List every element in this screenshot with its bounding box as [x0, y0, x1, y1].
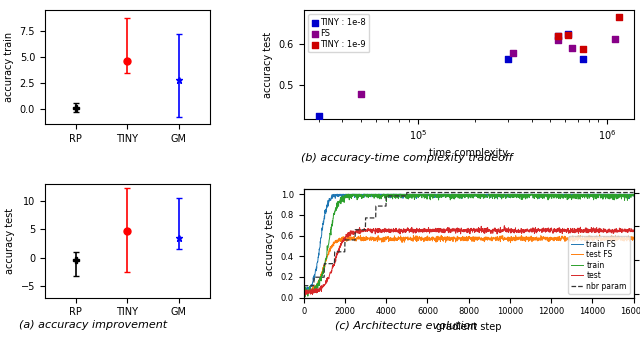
test FS	[630, 235, 637, 239]
train	[301, 295, 309, 299]
test FS	[596, 233, 604, 237]
nbr param	[467, 190, 474, 195]
TINY : 1e-9: (1.15e+06, 0.664): 1e-9: (1.15e+06, 0.664)	[614, 14, 624, 20]
Line: train: train	[304, 194, 634, 297]
Legend: train FS, test FS, train, test, nbr param: train FS, test FS, train, test, nbr para…	[568, 237, 630, 294]
test FS	[625, 236, 633, 240]
nbr param	[508, 190, 515, 195]
test	[625, 229, 633, 233]
Line: nbr param: nbr param	[304, 193, 634, 286]
TINY : 1e-8: (3e+05, 0.563): 1e-8: (3e+05, 0.563)	[503, 56, 513, 62]
test FS	[300, 290, 308, 294]
Line: train FS: train FS	[304, 194, 634, 295]
Legend: TINY : 1e-8, FS, TINY : 1e-9: TINY : 1e-8, FS, TINY : 1e-9	[308, 14, 369, 52]
test	[602, 229, 610, 234]
TINY : 1e-8: (3e+04, 0.426): 1e-8: (3e+04, 0.426)	[314, 114, 324, 119]
Y-axis label: accuracy test: accuracy test	[5, 208, 15, 274]
Y-axis label: accuracy train: accuracy train	[4, 32, 14, 102]
train	[602, 194, 610, 198]
TINY : 1e-8: (6.2e+05, 0.622): 1e-8: (6.2e+05, 0.622)	[563, 32, 573, 37]
FS	[553, 38, 563, 43]
train	[300, 291, 308, 295]
Y-axis label: accuracy test: accuracy test	[263, 31, 273, 97]
test	[467, 229, 474, 233]
FS	[610, 36, 620, 41]
test FS	[508, 238, 515, 242]
FS	[566, 45, 577, 51]
train	[508, 193, 516, 197]
test FS	[602, 237, 610, 241]
FS	[508, 50, 518, 55]
test	[607, 229, 615, 234]
Line: test FS: test FS	[304, 235, 634, 294]
train	[428, 194, 436, 198]
test	[428, 228, 436, 233]
TINY : 1e-9: (6.2e+05, 0.621): 1e-9: (6.2e+05, 0.621)	[563, 32, 573, 38]
Text: (a) accuracy improvement: (a) accuracy improvement	[19, 320, 167, 330]
train FS	[301, 293, 309, 297]
train	[630, 192, 637, 196]
test FS	[428, 237, 436, 241]
nbr param	[607, 190, 615, 195]
train FS	[300, 291, 308, 295]
X-axis label: time complexity: time complexity	[429, 148, 508, 158]
train FS	[625, 192, 633, 196]
train	[343, 192, 351, 196]
train FS	[467, 193, 474, 197]
Y-axis label: accuracy test: accuracy test	[265, 210, 275, 276]
train FS	[330, 192, 338, 196]
Line: test: test	[304, 226, 634, 296]
TINY : 1e-9: (5.5e+05, 0.619): 1e-9: (5.5e+05, 0.619)	[553, 33, 563, 38]
Text: (b) accuracy-time complexity tradeoff: (b) accuracy-time complexity tradeoff	[301, 153, 512, 163]
test FS	[607, 234, 615, 238]
nbr param	[630, 190, 637, 195]
train	[467, 192, 474, 196]
test	[508, 229, 516, 233]
TINY : 1e-8: (5.5e+05, 0.619): 1e-8: (5.5e+05, 0.619)	[553, 33, 563, 38]
train FS	[508, 194, 516, 198]
test FS	[467, 235, 474, 239]
nbr param	[602, 190, 610, 195]
nbr param	[403, 190, 411, 195]
test FS	[304, 292, 312, 296]
train FS	[607, 194, 615, 198]
TINY : 1e-8: (7.5e+05, 0.563): 1e-8: (7.5e+05, 0.563)	[579, 56, 589, 62]
TINY : 1e-9: (7.5e+05, 0.586): 1e-9: (7.5e+05, 0.586)	[579, 47, 589, 52]
test	[630, 229, 637, 234]
test	[300, 291, 308, 295]
train FS	[602, 193, 610, 197]
train FS	[428, 192, 436, 196]
nbr param	[625, 190, 632, 195]
test	[301, 294, 308, 298]
FS	[356, 91, 366, 96]
train	[607, 192, 615, 196]
test	[500, 224, 508, 228]
Text: (c) Architecture evolution: (c) Architecture evolution	[335, 320, 477, 330]
nbr param	[428, 190, 436, 195]
nbr param	[300, 284, 308, 288]
X-axis label: gradient step: gradient step	[436, 322, 501, 332]
train FS	[630, 193, 637, 197]
train	[625, 195, 633, 199]
